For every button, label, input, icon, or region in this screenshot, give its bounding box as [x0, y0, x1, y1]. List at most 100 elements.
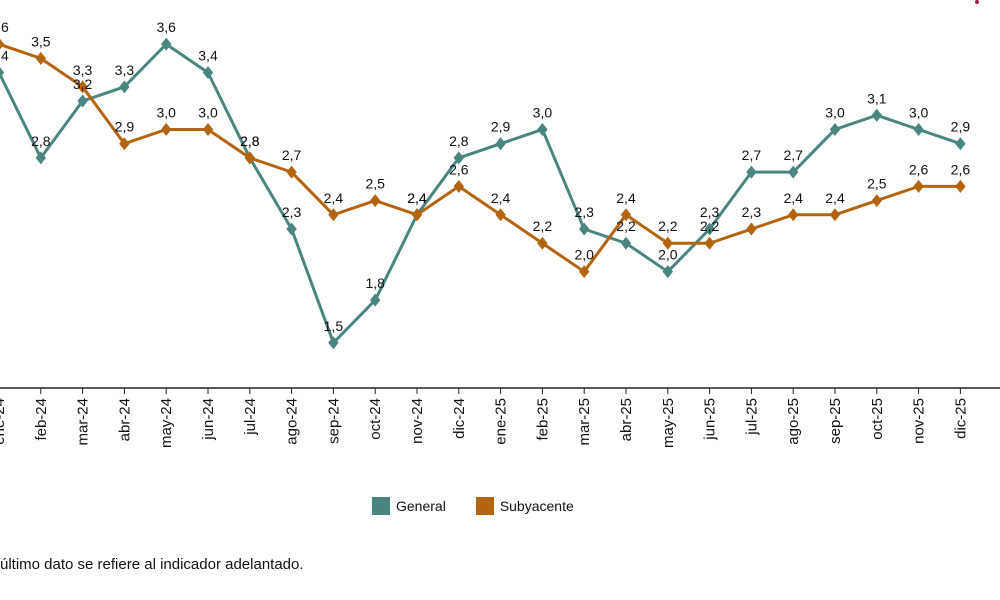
data-label-general: 3,1 [867, 90, 887, 106]
x-tick-label: may-24 [158, 398, 175, 448]
data-label-subyacente: 2,4 [616, 190, 636, 206]
data-point-subyacente [955, 179, 966, 193]
data-label-subyacente: 2,4 [407, 190, 427, 206]
data-point-subyacente [788, 208, 799, 222]
x-tick-label: mar-24 [75, 398, 92, 446]
data-point-subyacente [662, 236, 673, 250]
data-point-subyacente [495, 208, 506, 222]
legend-label-subyacente: Subyacente [499, 498, 574, 514]
data-label-subyacente: 2,0 [574, 247, 594, 263]
data-point-subyacente [871, 194, 882, 208]
data-point-general [620, 236, 632, 250]
data-point-subyacente [579, 265, 590, 279]
x-tick-label: may-25 [660, 398, 677, 448]
x-tick-label: sep-24 [325, 398, 342, 444]
data-point-subyacente [620, 208, 632, 222]
data-label-general: 2,4 [407, 190, 427, 206]
series-line-general [0, 42, 961, 345]
data-point-general [662, 265, 673, 279]
data-point-subyacente [411, 208, 423, 222]
data-label-subyacente: 2,2 [533, 218, 553, 234]
data-label-general: 2,0 [658, 247, 678, 263]
data-point-subyacente [286, 165, 297, 179]
data-point-subyacente [119, 137, 130, 151]
data-point-subyacente [77, 80, 88, 94]
data-label-general: 2,3 [700, 204, 720, 220]
data-point-subyacente [829, 208, 841, 222]
x-tick-label: dic-25 [952, 398, 969, 439]
data-point-general [704, 222, 715, 236]
data-label-subyacente: 3,0 [156, 104, 176, 120]
legend: General Subyacente [372, 497, 604, 515]
data-point-general [35, 151, 46, 165]
data-point-general [495, 137, 506, 151]
data-point-general [913, 122, 924, 136]
data-point-subyacente [370, 194, 381, 208]
data-point-general [871, 108, 882, 122]
data-label-general: 3,4 [0, 48, 9, 64]
data-label-subyacente: 2,4 [825, 190, 845, 206]
data-label-general: 1,5 [324, 318, 344, 334]
data-label-subyacente: 2,5 [365, 176, 385, 192]
x-tick-label: oct-25 [869, 398, 886, 440]
legend-swatch-subyacente [475, 497, 494, 515]
data-label-general: 3,0 [909, 104, 929, 120]
data-label-general: 3,4 [198, 48, 218, 64]
data-point-subyacente [704, 236, 715, 250]
x-tick-label: jul-24 [242, 398, 259, 436]
data-label-general: 2,7 [742, 147, 762, 163]
data-point-general [955, 137, 966, 151]
data-point-subyacente [202, 122, 214, 136]
data-point-subyacente [328, 208, 339, 222]
data-label-subyacente: 3,0 [198, 104, 218, 120]
data-point-subyacente [0, 38, 5, 50]
data-label-subyacente: 3,6 [0, 19, 9, 35]
data-point-general [77, 94, 88, 108]
data-point-subyacente [161, 122, 172, 136]
data-label-subyacente: 2,4 [324, 190, 344, 206]
x-tick-label: sep-25 [827, 398, 844, 444]
x-tick-label: feb-24 [33, 398, 50, 441]
x-tick-label: abr-25 [618, 398, 635, 441]
x-tick-label: ago-25 [785, 398, 802, 445]
data-point-general [537, 122, 548, 136]
data-label-subyacente: 3,3 [73, 62, 93, 78]
corner-accent-dot [975, 0, 979, 4]
data-point-subyacente [244, 151, 255, 165]
data-point-general [119, 80, 130, 94]
data-point-general [579, 222, 590, 236]
data-label-general: 3,0 [533, 104, 553, 120]
data-label-subyacente: 2,8 [240, 133, 260, 149]
data-label-subyacente: 3,5 [31, 33, 51, 49]
x-tick-label: ene-25 [493, 398, 510, 445]
x-tick-label: oct-24 [367, 398, 384, 440]
x-tick-label: ago-24 [284, 398, 301, 445]
legend-label-general: General [396, 498, 446, 514]
x-tick-label: nov-24 [409, 398, 426, 444]
data-label-subyacente: 2,6 [909, 161, 929, 177]
data-point-subyacente [453, 179, 464, 193]
x-tick-label: nov-25 [911, 398, 928, 444]
data-label-subyacente: 2,6 [951, 161, 971, 177]
data-label-general: 3,0 [825, 104, 845, 120]
footnote: último dato se refiere al indicador adel… [0, 556, 304, 573]
data-label-general: 2,9 [951, 119, 971, 135]
data-label-subyacente: 2,9 [115, 119, 135, 135]
x-tick-label: jul-25 [743, 398, 760, 436]
x-tick-label: jun-25 [702, 398, 719, 441]
data-label-subyacente: 2,2 [658, 218, 678, 234]
data-point-general [453, 151, 464, 165]
x-tick-label: dic-24 [451, 398, 468, 439]
legend-item-general: General [372, 497, 446, 515]
data-label-subyacente: 2,6 [449, 161, 469, 177]
data-label-subyacente: 2,5 [867, 176, 887, 192]
data-label-subyacente: 2,4 [491, 190, 511, 206]
data-point-general [328, 336, 339, 350]
data-label-general: 2,8 [240, 133, 260, 149]
data-point-general [829, 122, 841, 136]
data-label-general: 3,3 [115, 62, 135, 78]
legend-swatch-general [372, 497, 390, 515]
data-point-general [370, 293, 381, 307]
data-label-general: 1,8 [365, 275, 385, 291]
